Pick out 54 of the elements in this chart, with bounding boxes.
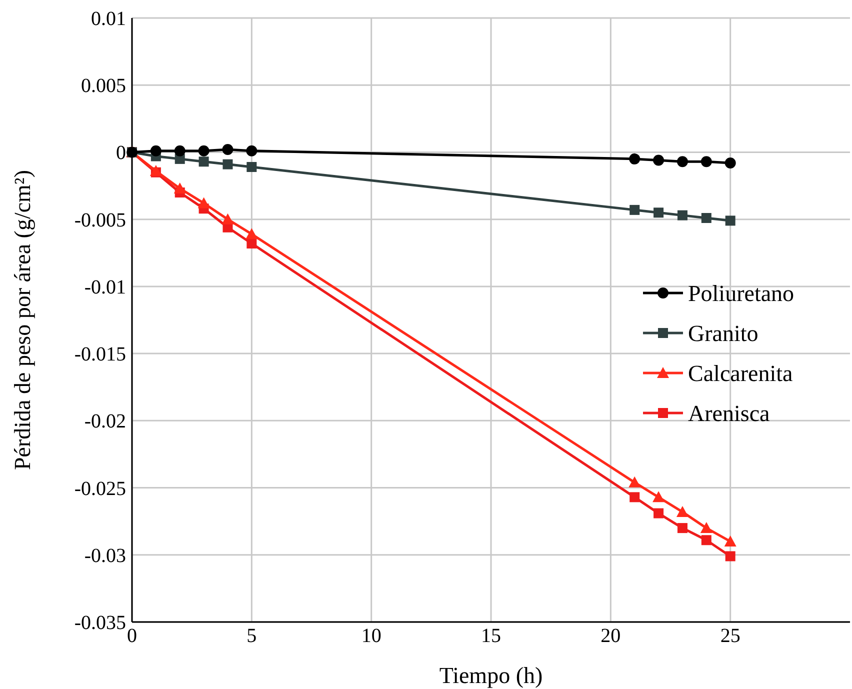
y-tick-label: -0.02 bbox=[84, 410, 126, 433]
point bbox=[222, 159, 233, 170]
y-tick-label: -0.025 bbox=[74, 478, 126, 500]
point bbox=[652, 491, 665, 502]
y-tick-label: -0.01 bbox=[84, 276, 126, 298]
point bbox=[701, 535, 712, 546]
x-axis-title: Tiempo (h) bbox=[439, 663, 543, 688]
point bbox=[198, 197, 210, 208]
point bbox=[630, 492, 640, 502]
point bbox=[629, 153, 640, 164]
point bbox=[246, 162, 257, 172]
point bbox=[724, 157, 736, 168]
y-tick-label: 0.01 bbox=[91, 8, 126, 30]
point bbox=[654, 208, 664, 218]
point bbox=[628, 476, 641, 488]
point bbox=[222, 144, 234, 156]
y-axis-title: Pérdida de peso por área (g/cm²) bbox=[10, 170, 35, 470]
point bbox=[246, 145, 258, 156]
point bbox=[198, 156, 209, 167]
point bbox=[630, 204, 640, 215]
legend-label: Calcarenita bbox=[688, 361, 793, 386]
y-tick-label: -0.03 bbox=[84, 544, 126, 567]
x-tick-label: 20 bbox=[600, 625, 621, 647]
point bbox=[677, 210, 688, 220]
point bbox=[700, 522, 712, 534]
y-tick-label: 0 bbox=[116, 142, 126, 164]
point bbox=[654, 508, 664, 518]
point bbox=[676, 506, 688, 517]
point bbox=[725, 216, 736, 226]
y-tick-label: -0.015 bbox=[74, 344, 126, 366]
legend-label: Poliuretano bbox=[688, 281, 794, 306]
point bbox=[700, 156, 712, 168]
y-tick-label: -0.035 bbox=[74, 612, 126, 634]
point bbox=[174, 145, 186, 156]
x-tick-label: 10 bbox=[361, 625, 382, 647]
point bbox=[246, 238, 257, 248]
x-tick-label: 5 bbox=[246, 625, 257, 647]
point bbox=[701, 212, 712, 223]
legend-label: Granito bbox=[688, 321, 758, 346]
x-tick-label: 25 bbox=[720, 625, 740, 647]
point bbox=[198, 145, 210, 156]
point bbox=[653, 154, 664, 166]
point bbox=[725, 551, 736, 562]
point bbox=[150, 145, 162, 156]
point bbox=[174, 182, 186, 194]
point bbox=[246, 228, 258, 240]
point bbox=[724, 535, 736, 546]
point bbox=[222, 213, 234, 224]
y-tick-label: 0.005 bbox=[81, 75, 126, 98]
y-tick-label: -0.005 bbox=[74, 209, 126, 232]
x-tick-label: 15 bbox=[481, 625, 501, 647]
point bbox=[677, 523, 688, 534]
legend-label: Arenisca bbox=[688, 401, 770, 426]
point bbox=[676, 156, 688, 168]
